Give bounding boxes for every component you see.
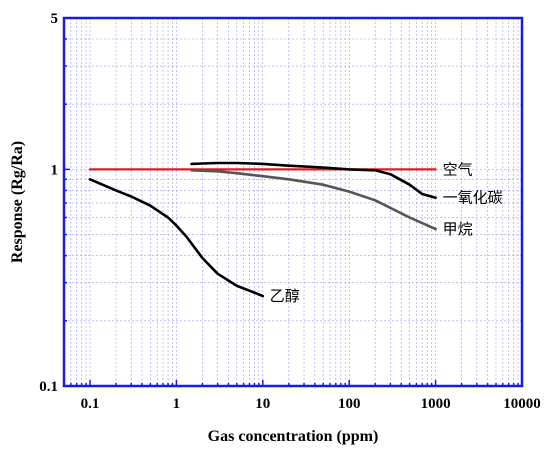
y-axis-title: Response (Rg/Ra) xyxy=(9,141,26,263)
series-label-air: 空气 xyxy=(443,160,473,178)
series-label-ethanol: 乙醇 xyxy=(270,287,300,305)
x-tick-label: 1 xyxy=(173,396,181,412)
plot-frame xyxy=(62,16,524,388)
x-tick-label: 10000 xyxy=(503,396,541,412)
x-tick-label: 1000 xyxy=(421,396,451,412)
x-tick-label: 10 xyxy=(255,396,270,412)
series-layer xyxy=(88,161,437,298)
y-tick-label: 5 xyxy=(51,11,59,27)
x-axis-title: Gas concentration (ppm) xyxy=(208,428,379,445)
x-tick-label: 100 xyxy=(338,396,361,412)
series-line-co xyxy=(190,161,437,199)
series-label-methane: 甲烷 xyxy=(443,220,473,238)
series-line-methane xyxy=(190,169,437,231)
series-label-co: 一氧化碳 xyxy=(443,189,503,207)
y-tick-label: 1 xyxy=(51,162,59,178)
tick-marks xyxy=(64,38,519,386)
y-tick-label: 0.1 xyxy=(39,379,58,395)
x-tick-label: 0.1 xyxy=(81,396,100,412)
series-line-ethanol xyxy=(88,178,265,298)
